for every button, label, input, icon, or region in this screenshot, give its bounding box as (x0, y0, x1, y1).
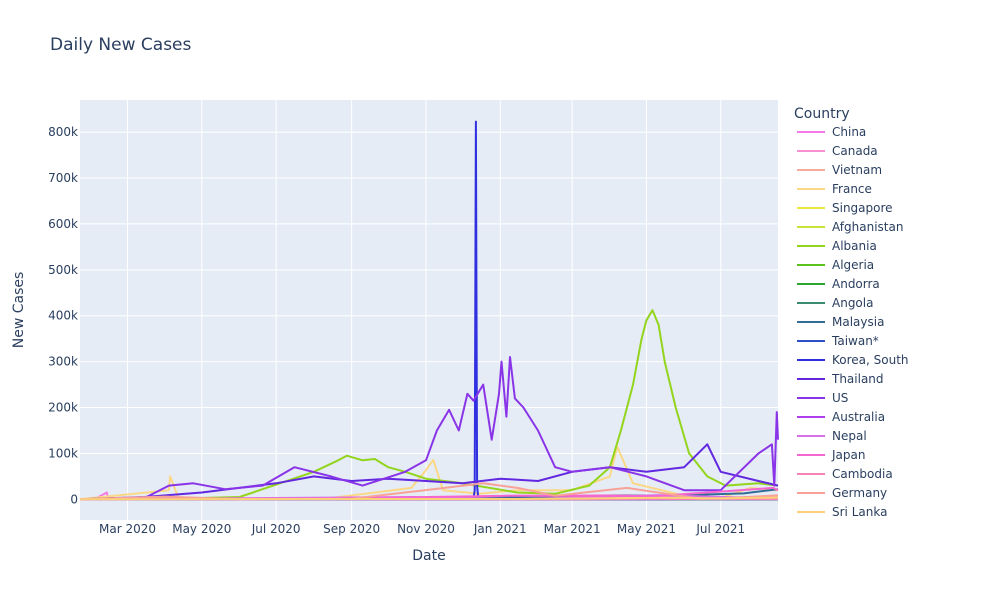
legend-title: Country (794, 106, 850, 122)
legend-label-china[interactable]: China (832, 125, 866, 139)
legend-label-angola[interactable]: Angola (832, 296, 873, 310)
legend-label-canada[interactable]: Canada (832, 144, 878, 158)
legend-label-germany[interactable]: Germany (832, 486, 887, 500)
y-tick-label: 0 (70, 492, 78, 506)
x-tick-label: Jul 2020 (251, 522, 301, 536)
plot-area (80, 100, 778, 520)
legend-label-afghanistan[interactable]: Afghanistan (832, 220, 903, 234)
legend-label-sri-lanka[interactable]: Sri Lanka (832, 505, 887, 519)
y-tick-label: 100k (48, 446, 78, 460)
x-tick-label: May 2021 (617, 522, 676, 536)
legend-label-taiwan[interactable]: Taiwan* (831, 334, 879, 348)
x-tick-label: Jul 2021 (695, 522, 745, 536)
y-tick-labels: 0 100k 200k 300k 400k 500k 600k 700k 800k (48, 125, 78, 506)
y-tick-label: 800k (48, 125, 78, 139)
y-tick-label: 200k (48, 401, 78, 415)
x-tick-label: May 2020 (172, 522, 231, 536)
x-tick-label: Jan 2021 (473, 522, 527, 536)
x-tick-label: Mar 2020 (99, 522, 156, 536)
x-tick-label: Nov 2020 (397, 522, 455, 536)
legend-label-nepal[interactable]: Nepal (832, 429, 867, 443)
legend-label-singapore[interactable]: Singapore (832, 201, 893, 215)
legend-label-us[interactable]: US (832, 391, 848, 405)
y-tick-label: 700k (48, 171, 78, 185)
legend-label-algeria[interactable]: Algeria (832, 258, 874, 272)
legend-label-france[interactable]: France (832, 182, 872, 196)
legend: Country China Canada Vietnam France Singapor… (794, 106, 909, 519)
y-tick-label: 500k (48, 263, 78, 277)
series-line-us (79, 356, 779, 501)
y-axis-title: New Cases (11, 272, 27, 349)
legend-label-malaysia[interactable]: Malaysia (832, 315, 884, 329)
series-layer (79, 120, 779, 501)
x-tick-label: Sep 2020 (323, 522, 380, 536)
series-line-albania (79, 309, 779, 501)
y-tick-label: 300k (48, 355, 78, 369)
legend-label-japan[interactable]: Japan (831, 448, 865, 462)
legend-label-korea-south[interactable]: Korea, South (832, 353, 909, 367)
legend-label-albania[interactable]: Albania (832, 239, 877, 253)
x-tick-label: Mar 2021 (544, 522, 601, 536)
legend-label-vietnam[interactable]: Vietnam (832, 163, 882, 177)
x-axis-title: Date (412, 548, 445, 564)
y-tick-label: 600k (48, 217, 78, 231)
legend-label-australia[interactable]: Australia (832, 410, 885, 424)
series-line-thailand (79, 443, 779, 501)
series-line-sri-lanka (79, 496, 779, 501)
gridlines (80, 100, 778, 520)
legend-label-andorra[interactable]: Andorra (832, 277, 880, 291)
legend-label-thailand[interactable]: Thailand (831, 372, 884, 386)
y-tick-label: 400k (48, 309, 78, 323)
x-tick-labels: Mar 2020 May 2020 Jul 2020 Sep 2020 Nov 2020… (99, 522, 745, 536)
chart-title: Daily New Cases (50, 35, 192, 55)
legend-label-cambodia[interactable]: Cambodia (832, 467, 893, 481)
